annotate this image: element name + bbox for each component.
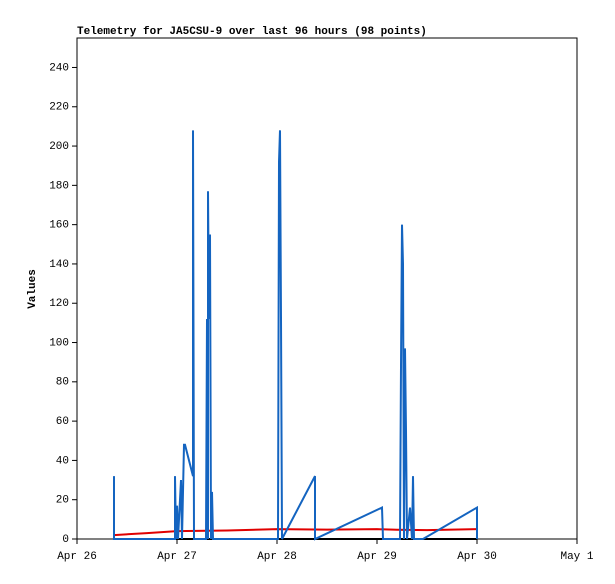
y-tick-label: 100	[49, 337, 69, 349]
plot-frame	[76, 37, 578, 540]
y-tick-label: 0	[62, 534, 69, 546]
y-tick-label: 80	[56, 377, 69, 389]
y-tick-label: 240	[49, 62, 69, 74]
y-axis-label: Values	[27, 269, 39, 309]
y-tick-label: 180	[49, 180, 69, 192]
y-tick-label: 20	[56, 495, 69, 507]
y-tick-label: 200	[49, 141, 69, 153]
y-tick-label: 160	[49, 220, 69, 232]
x-tick-label: Apr 29	[357, 551, 397, 563]
y-tick-label: 120	[49, 298, 69, 310]
chart-title: Telemetry for JA5CSU-9 over last 96 hour…	[77, 26, 427, 38]
y-tick-label: 60	[56, 416, 69, 428]
x-tick-label: May 1	[560, 551, 593, 563]
x-tick-label: Apr 28	[257, 551, 297, 563]
y-tick-label: 140	[49, 259, 69, 271]
series-line	[113, 130, 478, 541]
series-line	[113, 528, 478, 537]
x-tick-label: Apr 27	[157, 551, 197, 563]
y-tick-label: 40	[56, 455, 69, 467]
x-tick-label: Apr 30	[457, 551, 497, 563]
y-tick-label: 220	[49, 102, 69, 114]
x-tick-label: Apr 26	[57, 551, 97, 563]
